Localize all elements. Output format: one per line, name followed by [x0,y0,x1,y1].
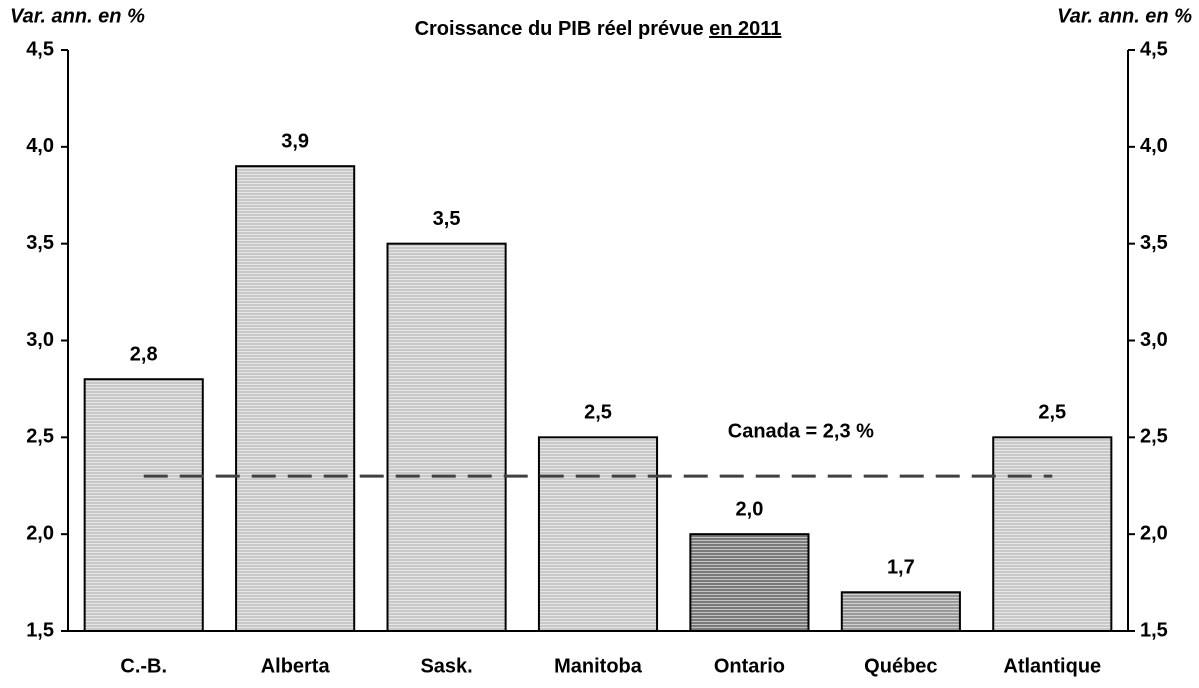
x-tick-label: Sask. [420,655,472,677]
bar-hatch [691,535,808,630]
title-main: Croissance du PIB réel prévue [415,18,704,40]
title-emphasis: en 2011 [709,18,781,40]
y2-tick-label: 4,0 [1140,135,1168,157]
reference-label: Canada = 2,3 % [728,420,874,442]
y-tick-label: 2,5 [26,426,54,448]
y2-tick-label: 3,0 [1140,329,1168,351]
y2-tick-label: 1,5 [1140,619,1168,641]
value-label: 2,5 [1038,402,1066,424]
y2-tick-label: 4,5 [1140,38,1168,60]
y-tick-label: 3,5 [26,232,54,254]
value-label: 1,7 [887,557,915,579]
value-label: 3,5 [433,208,461,230]
value-label: 3,9 [281,130,309,152]
bar-hatch [388,244,505,630]
y2-axis-label: Var. ann. en % [1057,5,1192,27]
y-tick-label: 3,0 [26,329,54,351]
chart-title: Croissance du PIB réel prévue en 2011 [415,18,782,40]
bar-hatch [539,438,657,630]
x-tick-label: Québec [864,655,937,677]
value-label: 2,8 [130,344,158,366]
y2-tick-label: 2,5 [1140,426,1168,448]
bar-hatch [994,438,1111,630]
y-tick-label: 1,5 [26,619,54,641]
y2-tick-label: 3,5 [1140,232,1168,254]
bar-hatch [237,167,354,630]
value-label: 2,5 [584,402,612,424]
x-tick-label: C.-B. [120,655,167,677]
y2-tick-label: 2,0 [1140,522,1168,544]
value-label: 2,0 [736,498,764,520]
y-tick-label: 2,0 [26,522,54,544]
y-tick-label: 4,5 [26,38,54,60]
bar-hatch [85,380,202,630]
x-tick-label: Manitoba [554,655,643,677]
x-tick-label: Ontario [714,655,785,677]
y-tick-label: 4,0 [26,135,54,157]
x-tick-label: Atlantique [1003,655,1101,677]
y-axis-label: Var. ann. en % [10,5,145,27]
x-tick-label: Alberta [261,655,331,677]
bar-hatch [842,593,959,630]
